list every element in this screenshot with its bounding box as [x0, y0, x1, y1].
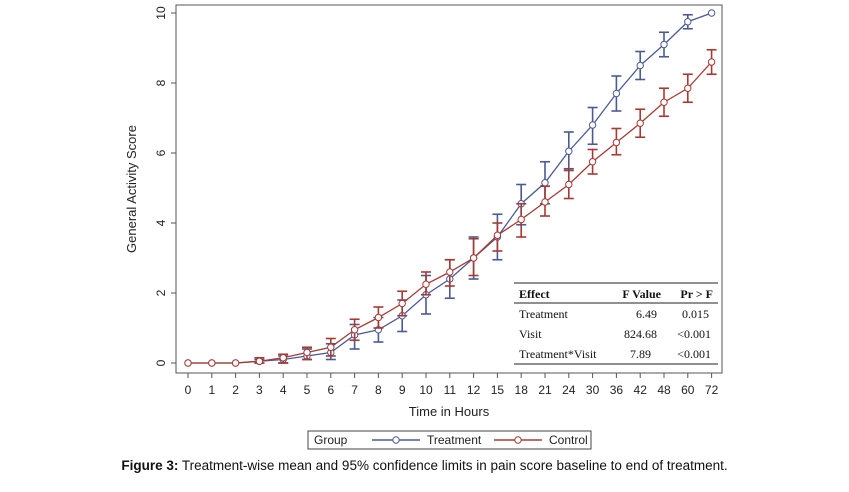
- data-point: [208, 359, 216, 367]
- x-tick-label: 36: [610, 383, 624, 397]
- x-tick-label: 24: [562, 383, 576, 397]
- legend-control-label: Control: [549, 433, 588, 447]
- y-axis-title: General Activity Score: [124, 125, 139, 253]
- stats-table-box: [514, 283, 720, 365]
- data-point: [707, 58, 716, 66]
- data-point: [398, 299, 406, 308]
- stats-header-fvalue: F Value: [622, 287, 661, 301]
- data-point: [684, 18, 692, 26]
- legend-treatment-label: Treatment: [427, 433, 482, 447]
- x-tick-label: 11: [444, 383, 457, 397]
- stats-header-pvalue: Pr > F: [680, 287, 713, 301]
- x-tick-label: 60: [681, 383, 695, 397]
- data-point: [493, 231, 502, 239]
- data-point: [565, 147, 573, 155]
- x-tick-label: 15: [491, 383, 505, 397]
- stats-row-interaction-pvalue: <0.001: [677, 347, 711, 361]
- stats-table: Effect F Value Pr > F Treatment 6.49 0.0…: [514, 282, 720, 365]
- x-tick-label: 0: [185, 383, 192, 397]
- data-point: [707, 9, 716, 17]
- x-tick-label: 18: [515, 383, 529, 397]
- x-tick-label: 4: [280, 383, 287, 397]
- x-tick-label: 12: [467, 383, 481, 397]
- stats-row-visit-pvalue: <0.001: [677, 327, 711, 341]
- y-tick-label: 8: [154, 79, 168, 86]
- x-tick-label: 1: [208, 383, 215, 397]
- x-tick-label: 9: [399, 383, 406, 397]
- legend-title: Group: [314, 433, 348, 447]
- y-tick-label: 10: [154, 6, 168, 20]
- y-tick-label: 4: [154, 219, 168, 226]
- x-tick-label: 8: [375, 383, 382, 397]
- figure-caption: Figure 3: Treatment-wise mean and 95% co…: [0, 458, 849, 473]
- x-tick-label: 10: [419, 383, 433, 397]
- stats-row-treatment-effect: Treatment: [519, 307, 569, 321]
- data-point: [184, 359, 192, 367]
- x-tick-label: 72: [705, 383, 719, 397]
- data-point: [279, 354, 287, 362]
- stats-row-interaction-fvalue: 7.89: [630, 347, 651, 361]
- data-point: [636, 61, 644, 70]
- legend-control-marker: [514, 436, 522, 444]
- data-point: [588, 158, 597, 166]
- data-point: [660, 98, 668, 106]
- data-point: [636, 119, 644, 127]
- legend: Group Treatment Control: [307, 430, 592, 450]
- data-point: [422, 280, 430, 288]
- legend-treatment-marker: [392, 436, 400, 444]
- x-axis: 0 1 2 3 4 5 6 7 8 9 10 11 12 15 18 21 24 30 36 42 48 60 72: [185, 373, 719, 397]
- data-point: [255, 357, 264, 365]
- data-point: [612, 89, 621, 98]
- x-tick-label: 3: [256, 383, 263, 397]
- stats-row-treatment-fvalue: 6.49: [636, 307, 657, 321]
- figure-caption-label: Figure 3:: [121, 458, 179, 473]
- stats-row-visit-fvalue: 824.68: [624, 327, 657, 341]
- x-tick-label: 6: [327, 383, 334, 397]
- data-point: [327, 343, 335, 351]
- x-axis-title: Time in Hours: [409, 404, 490, 419]
- x-tick-label: 48: [657, 383, 671, 397]
- data-point: [231, 359, 240, 367]
- x-tick-label: 7: [351, 383, 358, 397]
- x-tick-label: 42: [634, 383, 648, 397]
- data-point: [350, 326, 359, 334]
- y-axis: 0 2 4 6 8 10: [154, 6, 176, 366]
- data-point: [541, 198, 549, 206]
- data-point: [517, 215, 525, 224]
- x-tick-label: 21: [538, 383, 552, 397]
- data-point: [446, 268, 454, 276]
- y-tick-label: 6: [154, 149, 168, 156]
- figure-caption-text: Treatment-wise mean and 95% confidence l…: [178, 458, 728, 473]
- data-point: [541, 179, 549, 187]
- data-point: [660, 40, 668, 49]
- legend-box: [307, 430, 592, 450]
- stats-row-visit-effect: Visit: [519, 327, 542, 341]
- series-layer: [184, 9, 717, 367]
- data-point: [565, 180, 573, 189]
- series-control: [184, 48, 717, 367]
- stats-header-effect: Effect: [519, 287, 550, 301]
- data-point: [374, 313, 383, 322]
- y-tick-label: 0: [154, 359, 168, 366]
- data-point: [612, 138, 621, 147]
- stats-row-treatment-pvalue: 0.015: [682, 307, 709, 321]
- data-point: [469, 254, 478, 262]
- data-point: [588, 121, 597, 129]
- y-tick-label: 2: [154, 289, 168, 296]
- x-tick-label: 30: [586, 383, 600, 397]
- data-point: [303, 348, 311, 357]
- data-point: [684, 84, 692, 92]
- x-tick-label: 2: [232, 383, 239, 397]
- x-tick-label: 5: [304, 383, 311, 397]
- stats-row-interaction-effect: Treatment*Visit: [519, 347, 597, 361]
